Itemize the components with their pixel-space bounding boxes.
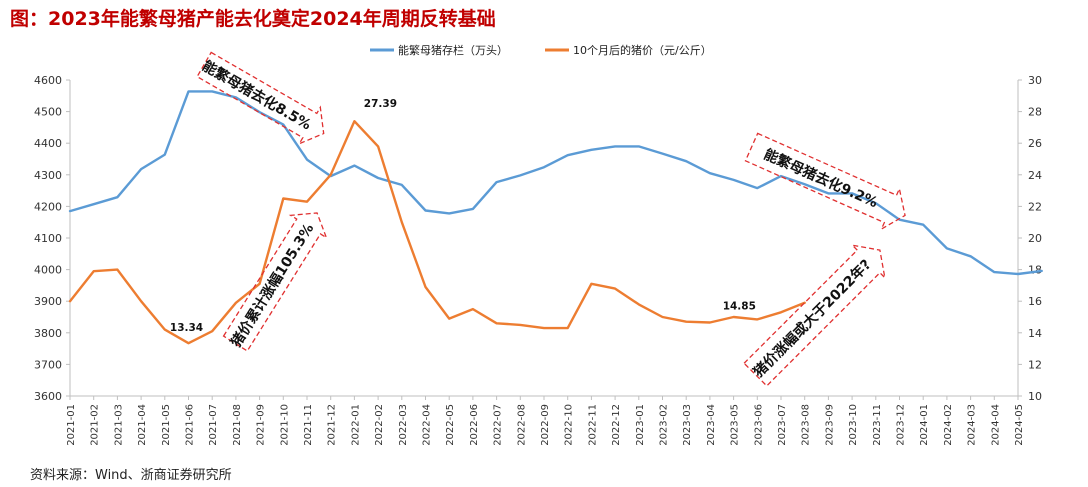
x-tick-label: 2021-09	[256, 404, 267, 446]
y-left-tick-label: 3600	[34, 390, 62, 403]
x-tick-label: 2023-01	[635, 404, 646, 446]
x-tick-label: 2021-07	[208, 404, 219, 446]
y-right-tick-label: 10	[1028, 390, 1042, 403]
x-tick-label: 2024-05	[1014, 404, 1025, 446]
x-tick-label: 2023-12	[896, 404, 907, 446]
x-tick-label: 2023-06	[753, 404, 764, 446]
data-label: 27.39	[364, 98, 397, 110]
x-tick-label: 2022-07	[493, 404, 504, 446]
x-tick-label: 2024-04	[990, 404, 1001, 446]
x-tick-label: 2022-08	[516, 404, 527, 446]
x-tick-label: 2021-10	[279, 404, 290, 446]
source-note: 资料来源：Wind、浙商证券研究所	[30, 468, 232, 483]
annotations: 能繁母猪去化8.5%猪价累计涨幅105.3%能繁母猪去化9.2%猪价涨幅或大于2…	[196, 51, 906, 387]
y-left-tick-label: 4400	[34, 137, 62, 150]
legend: 能繁母猪存栏（万头） 10个月后的猪价（元/公斤）	[370, 43, 712, 57]
annotation-arrow-shape	[743, 244, 886, 387]
x-tick-label: 2023-04	[706, 404, 717, 446]
x-tick-label: 2021-05	[161, 404, 172, 446]
x-tick-label: 2021-12	[327, 404, 338, 446]
y-left-tick-label: 3800	[34, 327, 62, 340]
x-tick-label: 2023-10	[848, 404, 859, 446]
x-tick-label: 2024-03	[967, 404, 978, 446]
series-lines	[68, 90, 1043, 345]
annotation-label: 能繁母猪去化8.5%	[199, 57, 314, 133]
y-right-tick-label: 30	[1028, 74, 1042, 87]
x-tick-label: 2023-02	[659, 404, 670, 446]
x-tick-label: 2022-06	[469, 404, 480, 446]
data-label: 14.85	[723, 300, 756, 312]
axes: 3600 3700 3800 3900 4000 4100 4200 4300 4400 4500…	[34, 74, 1042, 446]
x-tick-label: 2021-01	[66, 404, 77, 446]
series-line	[68, 119, 806, 345]
x-tick-label: 2024-02	[943, 404, 954, 446]
data-label: 13.34	[170, 322, 203, 334]
x-tick-label: 2023-08	[801, 404, 812, 446]
y-left-tick-label: 4600	[34, 74, 62, 87]
annotation-label: 猪价涨幅或大于2022年?	[749, 256, 874, 381]
annotation-arrow: 能繁母猪去化8.5%	[196, 51, 325, 146]
y-left-tick-label: 4500	[34, 106, 62, 119]
x-tick-label: 2021-11	[303, 404, 314, 446]
x-tick-label: 2022-01	[350, 404, 361, 446]
y-left-tick-label: 3700	[34, 358, 62, 371]
y-right-tick-label: 22	[1028, 200, 1042, 213]
y-right-tick-label: 26	[1028, 137, 1042, 150]
x-tick-label: 2022-04	[422, 404, 433, 446]
annotation-label: 能繁母猪去化9.2%	[761, 146, 880, 211]
x-tick-label: 2022-09	[540, 404, 551, 446]
x-tick-label: 2022-05	[445, 404, 456, 446]
y-right-tick-label: 16	[1028, 295, 1042, 308]
x-tick-label: 2021-02	[90, 404, 101, 446]
annotation-arrow: 猪价涨幅或大于2022年?	[743, 244, 886, 387]
y-right-tick-label: 20	[1028, 232, 1042, 245]
series-line	[68, 90, 1043, 276]
x-tick-label: 2023-05	[730, 404, 741, 446]
y-left-tick-label: 3900	[34, 295, 62, 308]
data-labels: 13.34 27.39 14.85	[170, 98, 756, 334]
x-tick-label: 2023-09	[824, 404, 835, 446]
y-left-tick-label: 4100	[34, 232, 62, 245]
y-right-tick-label: 12	[1028, 358, 1042, 371]
x-tick-label: 2022-02	[374, 404, 385, 446]
x-tick-label: 2021-03	[113, 404, 124, 446]
annotation-arrow-shape	[222, 212, 328, 352]
chart-title: 图：2023年能繁母猪产能去化奠定2024年周期反转基础	[10, 8, 496, 30]
y-left-tick-label: 4300	[34, 169, 62, 182]
x-tick-label: 2023-03	[682, 404, 693, 446]
x-tick-label: 2021-06	[185, 404, 196, 446]
x-tick-label: 2024-01	[919, 404, 930, 446]
legend-label: 能繁母猪存栏（万头）	[398, 43, 508, 57]
y-right-tick-label: 14	[1028, 327, 1042, 340]
y-left-tick-label: 4000	[34, 264, 62, 277]
x-tick-label: 2023-07	[777, 404, 788, 446]
annotation-arrow-shape	[196, 51, 325, 146]
x-tick-label: 2022-12	[611, 404, 622, 446]
y-right-tick-label: 28	[1028, 106, 1042, 119]
x-tick-label: 2022-03	[398, 404, 409, 446]
y-right-tick-label: 24	[1028, 169, 1042, 182]
annotation-arrow-shape	[744, 132, 906, 231]
x-tick-label: 2022-10	[564, 404, 575, 446]
x-tick-label: 2021-04	[137, 404, 148, 446]
y-left-tick-label: 4200	[34, 200, 62, 213]
x-tick-label: 2021-08	[232, 404, 243, 446]
x-tick-label: 2023-11	[872, 404, 883, 446]
x-tick-label: 2022-11	[587, 404, 598, 446]
legend-label: 10个月后的猪价（元/公斤）	[573, 43, 712, 57]
